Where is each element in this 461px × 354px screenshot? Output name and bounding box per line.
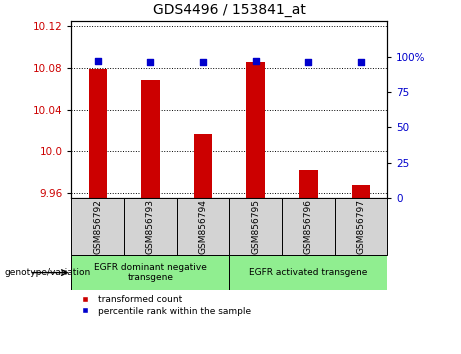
Point <box>147 59 154 65</box>
Bar <box>194 134 212 198</box>
Text: genotype/variation: genotype/variation <box>5 268 91 277</box>
Text: GSM856797: GSM856797 <box>356 199 366 254</box>
Text: GSM856793: GSM856793 <box>146 199 155 254</box>
Text: GSM856794: GSM856794 <box>199 199 207 254</box>
Point <box>305 59 312 65</box>
Text: GSM856796: GSM856796 <box>304 199 313 254</box>
Bar <box>71 198 124 255</box>
Bar <box>89 69 107 198</box>
Text: GSM856795: GSM856795 <box>251 199 260 254</box>
Point <box>94 58 101 64</box>
Text: EGFR activated transgene: EGFR activated transgene <box>249 268 367 277</box>
Legend: transformed count, percentile rank within the sample: transformed count, percentile rank withi… <box>76 295 251 315</box>
Bar <box>247 62 265 198</box>
Point <box>199 59 207 65</box>
Point <box>357 59 365 65</box>
Bar <box>352 185 370 198</box>
Bar <box>229 255 387 290</box>
Text: EGFR dominant negative
transgene: EGFR dominant negative transgene <box>94 263 207 282</box>
Text: GSM856792: GSM856792 <box>93 199 102 254</box>
Bar <box>299 170 318 198</box>
Bar <box>282 198 335 255</box>
Bar <box>177 198 229 255</box>
Bar <box>71 255 229 290</box>
Bar <box>229 198 282 255</box>
Title: GDS4496 / 153841_at: GDS4496 / 153841_at <box>153 4 306 17</box>
Bar <box>335 198 387 255</box>
Bar <box>124 198 177 255</box>
Point <box>252 58 260 64</box>
Bar <box>141 80 160 198</box>
